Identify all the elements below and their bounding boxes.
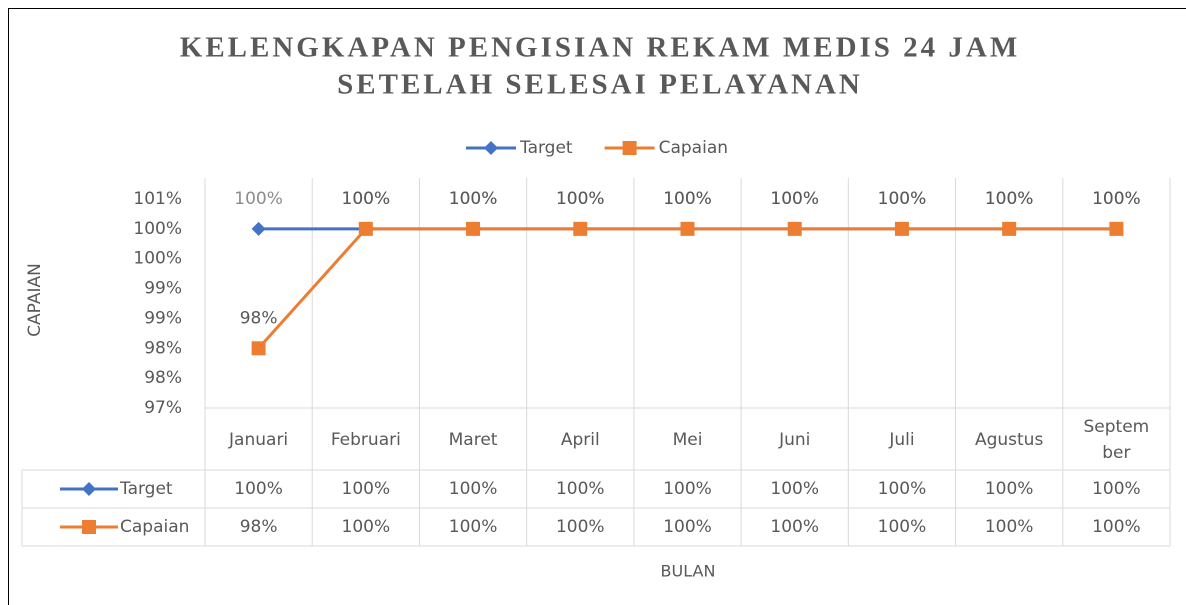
x-tick-label: September — [1083, 417, 1150, 463]
x-tick-label: Februari — [330, 430, 401, 450]
table-cell: 100% — [449, 517, 498, 537]
y-axis-label: CAPAIAN — [25, 263, 45, 337]
data-label: 100% — [556, 189, 605, 209]
table-cell: 100% — [556, 479, 605, 499]
table-cell: 100% — [985, 517, 1034, 537]
table-cell: 100% — [342, 479, 391, 499]
table-cell: 100% — [985, 479, 1034, 499]
data-label: 100% — [878, 189, 927, 209]
table-cell: 100% — [878, 479, 927, 499]
point — [1002, 221, 1017, 236]
table-cell: 100% — [770, 479, 819, 499]
x-tick-label: Agustus — [974, 430, 1044, 450]
y-tick-label: 99% — [144, 308, 182, 328]
table-row-label: Capaian — [120, 517, 189, 537]
legend-marker — [484, 141, 498, 155]
y-tick-label: 98% — [144, 338, 182, 358]
y-tick-label: 97% — [144, 398, 182, 418]
data-label: 100% — [556, 189, 605, 209]
table-row-label: Target — [119, 479, 173, 499]
x-tick-label: Januari — [229, 430, 289, 450]
table-cell: 100% — [1092, 517, 1141, 537]
data-label: 100% — [663, 189, 712, 209]
table-cell: 100% — [556, 517, 605, 537]
y-tick-label: 99% — [144, 279, 182, 299]
chart-title: KELENGKAPAN PENGISIAN REKAM MEDIS 24 JAM — [180, 32, 1020, 64]
data-label: 100% — [1092, 189, 1141, 209]
x-tick-label: Juni — [779, 430, 811, 450]
x-tick-label: April — [560, 430, 600, 450]
y-tick-label: 100% — [133, 249, 182, 269]
data-label: 100% — [770, 189, 819, 209]
data-label: 98% — [240, 308, 278, 328]
data-label: 100% — [985, 189, 1034, 209]
y-tick-label: 101% — [133, 189, 182, 209]
point — [466, 221, 481, 236]
x-tick-label: Juli — [889, 430, 915, 450]
table-cell: 100% — [449, 479, 498, 499]
point — [358, 221, 373, 236]
legend-label: Capaian — [659, 138, 728, 158]
data-label: 100% — [663, 189, 712, 209]
point — [680, 221, 695, 236]
data-label: 100% — [234, 189, 283, 209]
table-cell: 98% — [240, 517, 278, 537]
table-cell: 100% — [770, 517, 819, 537]
legend-label: Target — [519, 138, 573, 158]
y-tick-label: 98% — [144, 368, 182, 388]
data-label: 100% — [985, 189, 1034, 209]
data-label: 100% — [1092, 189, 1141, 209]
series-line — [257, 227, 1117, 350]
point — [894, 221, 909, 236]
point — [787, 221, 802, 236]
point — [251, 341, 266, 356]
table-cell: 100% — [878, 517, 927, 537]
data-label: 100% — [449, 189, 498, 209]
data-label: 100% — [449, 189, 498, 209]
data-label: 100% — [878, 189, 927, 209]
x-tick-label: Mei — [672, 430, 703, 450]
point — [573, 221, 588, 236]
legend-marker — [622, 141, 637, 155]
data-label: 100% — [342, 189, 391, 209]
table-cell: 100% — [1092, 479, 1141, 499]
data-label: 100% — [342, 189, 391, 209]
chart-border — [8, 8, 1186, 605]
table-legend-marker — [82, 482, 96, 496]
x-axis-label: BULAN — [661, 562, 716, 581]
table-cell: 100% — [663, 517, 712, 537]
chart-title: SETELAH SELESAI PELAYANAN — [337, 69, 863, 101]
x-tick-label: Maret — [448, 430, 498, 450]
table-cell: 100% — [342, 517, 391, 537]
point — [1109, 221, 1124, 236]
table-cell: 100% — [234, 479, 283, 499]
data-label: 100% — [770, 189, 819, 209]
table-legend-marker — [82, 520, 96, 534]
y-tick-label: 100% — [133, 219, 182, 239]
point — [251, 221, 266, 236]
table-cell: 100% — [663, 479, 712, 499]
